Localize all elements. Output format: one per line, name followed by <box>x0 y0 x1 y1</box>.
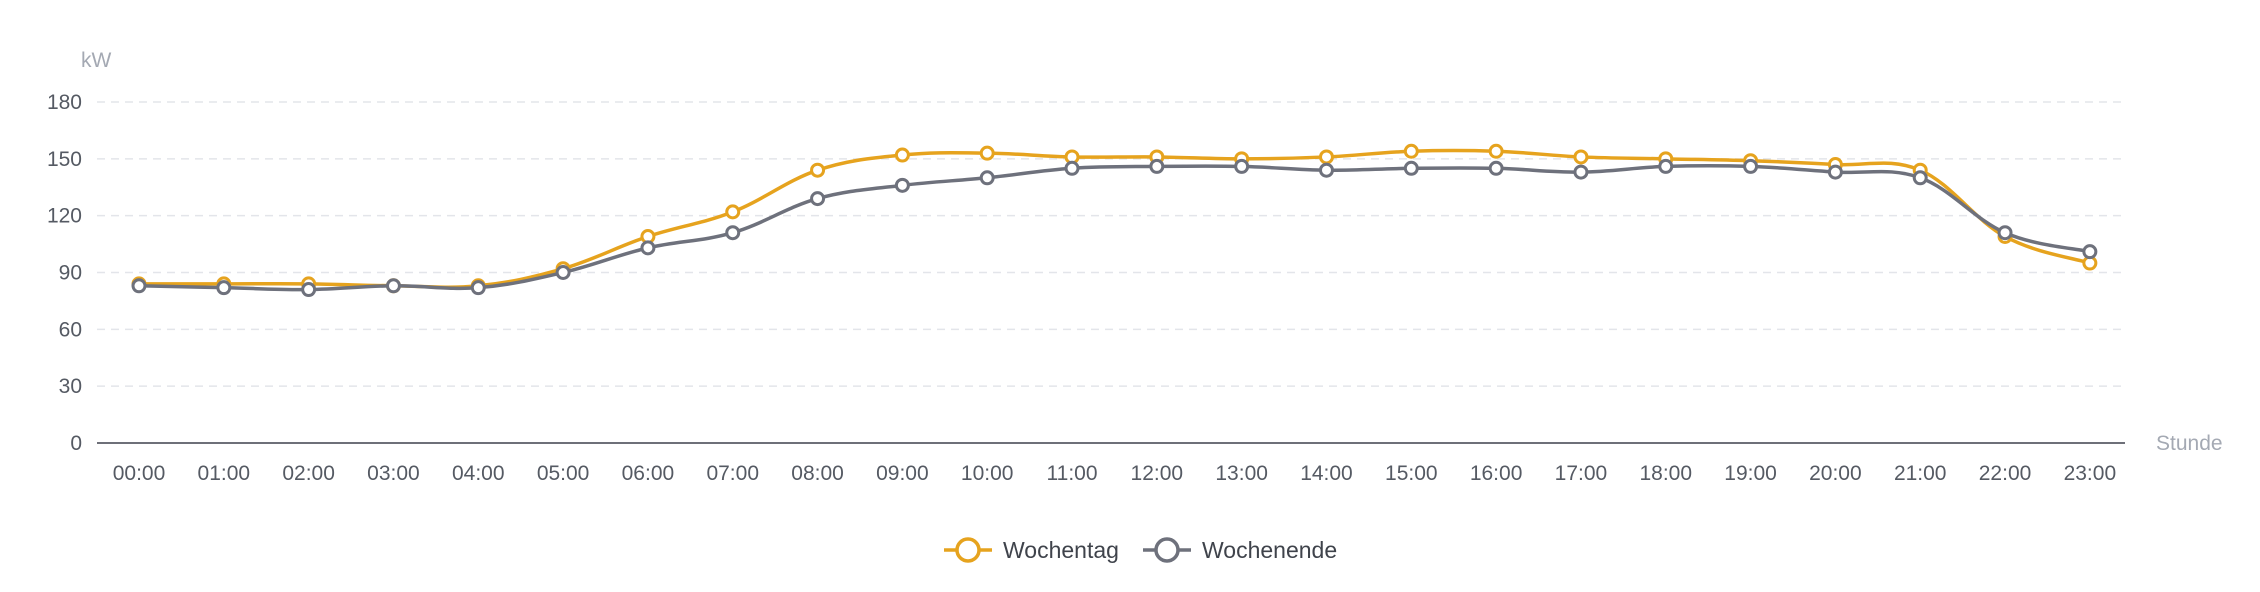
y-tick-label: 180 <box>47 91 82 114</box>
series-wochenende <box>131 158 2098 298</box>
data-point-wochenende[interactable] <box>1488 160 1504 176</box>
x-tick-label: 05:00 <box>537 462 590 485</box>
data-point-wochentag[interactable] <box>810 162 826 178</box>
x-tick-label: 11:00 <box>1047 462 1098 485</box>
x-tick-label: 19:00 <box>1724 462 1777 485</box>
x-tick-label: 22:00 <box>1979 462 2032 485</box>
legend-label-wochenende: Wochenende <box>1202 537 1337 563</box>
data-point-wochenende[interactable] <box>979 170 995 186</box>
y-tick-label: 90 <box>59 262 82 285</box>
x-tick-label: 07:00 <box>706 462 759 485</box>
legend-marker-wochentag <box>955 537 981 563</box>
data-point-wochentag[interactable] <box>1403 143 1419 159</box>
x-tick-label: 18:00 <box>1639 462 1692 485</box>
axes: kW Stunde <box>81 49 2223 455</box>
legend-marker-wochenende <box>1154 537 1180 563</box>
grid-lines <box>97 101 2125 387</box>
x-tick-label: 09:00 <box>876 462 929 485</box>
x-tick-labels: 00:00 01:00 02:00 03:00 04:00 05:00 06:00 07:00… <box>113 462 2116 485</box>
data-point-wochenende[interactable] <box>1234 158 1250 174</box>
data-point-wochentag[interactable] <box>1488 143 1504 159</box>
legend-item-wochenende[interactable]: Wochenende <box>1143 537 1337 563</box>
data-point-wochenende[interactable] <box>555 265 571 280</box>
x-tick-label: 04:00 <box>452 462 505 485</box>
x-tick-label: 21:00 <box>1894 462 1947 485</box>
x-tick-label: 02:00 <box>282 462 335 485</box>
legend[interactable]: Wochentag Wochenende <box>944 537 1337 563</box>
x-tick-label: 01:00 <box>198 462 251 485</box>
data-point-wochenende[interactable] <box>1573 164 1589 180</box>
y-tick-label: 30 <box>59 375 82 398</box>
data-point-wochenende[interactable] <box>470 280 486 296</box>
x-tick-label: 06:00 <box>622 462 675 485</box>
legend-label-wochentag: Wochentag <box>1003 537 1119 563</box>
x-tick-label: 15:00 <box>1385 462 1438 485</box>
x-axis-label: Stunde <box>2156 432 2223 455</box>
series-lines <box>131 143 2098 298</box>
data-point-wochenende[interactable] <box>725 225 741 241</box>
x-tick-label: 00:00 <box>113 462 166 485</box>
data-point-wochenende[interactable] <box>385 278 401 294</box>
data-point-wochentag[interactable] <box>979 145 995 161</box>
data-point-wochenende[interactable] <box>2082 244 2098 260</box>
data-point-wochentag[interactable] <box>725 204 741 220</box>
x-tick-label: 03:00 <box>367 462 420 485</box>
data-point-wochenende[interactable] <box>301 282 317 298</box>
data-point-wochenende[interactable] <box>810 191 826 207</box>
data-point-wochenende[interactable] <box>1743 158 1759 174</box>
y-tick-label: 60 <box>59 318 82 341</box>
x-tick-label: 23:00 <box>2064 462 2117 485</box>
data-point-wochenende[interactable] <box>1827 164 1843 180</box>
y-axis-label: kW <box>81 49 112 72</box>
x-tick-label: 10:00 <box>961 462 1014 485</box>
data-point-wochenende[interactable] <box>131 278 147 294</box>
series-line-wochentag <box>139 148 2091 289</box>
x-tick-label: 20:00 <box>1809 462 1862 485</box>
x-tick-label: 12:00 <box>1131 462 1184 485</box>
data-point-wochentag[interactable] <box>894 147 910 163</box>
data-point-wochenende[interactable] <box>894 177 910 193</box>
y-tick-label: 120 <box>47 205 82 228</box>
x-tick-label: 16:00 <box>1470 462 1523 485</box>
data-point-wochenende[interactable] <box>1318 162 1334 178</box>
data-point-wochenende[interactable] <box>640 240 656 256</box>
data-point-wochenende[interactable] <box>1064 160 1080 176</box>
data-point-wochenende[interactable] <box>1658 158 1674 174</box>
data-point-wochenende[interactable] <box>1912 170 1928 186</box>
x-tick-label: 17:00 <box>1555 462 1608 485</box>
data-point-wochentag[interactable] <box>1573 149 1589 165</box>
x-tick-label: 14:00 <box>1300 462 1353 485</box>
y-tick-label: 0 <box>70 432 82 455</box>
x-tick-label: 08:00 <box>791 462 844 485</box>
y-tick-label: 150 <box>47 148 82 171</box>
legend-item-wochentag[interactable]: Wochentag <box>944 537 1119 563</box>
x-tick-label: 13:00 <box>1215 462 1268 485</box>
series-line-wochenende <box>138 163 2091 292</box>
y-tick-labels: 0 30 60 90 120 150 180 <box>47 91 82 455</box>
data-point-wochenende[interactable] <box>1149 158 1165 174</box>
data-point-wochenende[interactable] <box>216 280 232 296</box>
data-point-wochentag[interactable] <box>1318 149 1334 165</box>
data-point-wochenende[interactable] <box>1403 160 1419 176</box>
data-point-wochenende[interactable] <box>1997 225 2013 241</box>
